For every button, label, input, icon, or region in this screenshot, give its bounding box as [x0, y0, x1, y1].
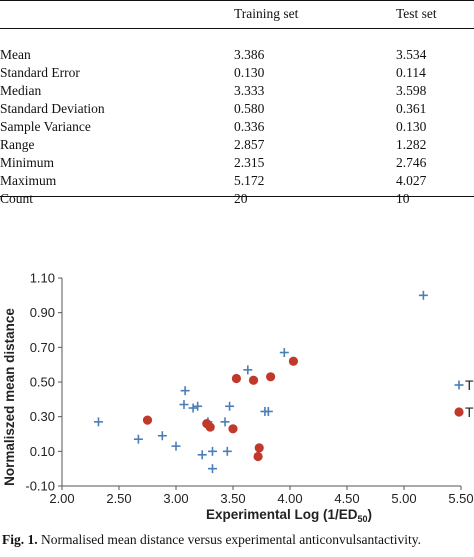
table-header-rule	[0, 28, 474, 29]
x-tick-label: 4.00	[277, 491, 302, 506]
training-point	[279, 348, 289, 358]
test-point	[228, 424, 238, 434]
test-point	[253, 451, 263, 462]
x-tick-label: 2.50	[106, 491, 131, 506]
test-point	[142, 415, 153, 425]
caption-text: Normalised mean distance versus experime…	[37, 532, 422, 547]
training-value: 20	[234, 191, 248, 206]
test-point	[254, 443, 264, 453]
table-header-row: Training set Test set	[0, 0, 474, 28]
table-bottom-rule	[0, 196, 474, 197]
header-test-set: Test set	[396, 6, 437, 21]
table-top-rule	[0, 0, 474, 1]
caption-label: Fig. 1.	[2, 532, 38, 547]
training-value: 5.172	[234, 173, 265, 188]
training-point	[225, 401, 235, 411]
training-point	[171, 441, 181, 451]
test-value: 1.282	[396, 137, 427, 152]
training-point	[157, 431, 167, 441]
table-row: Range 2.857 1.282	[0, 136, 474, 154]
training-point	[188, 403, 198, 413]
training-point	[207, 464, 217, 474]
x-axis-label: Experimental Log (1/ED50)	[206, 507, 372, 524]
training-value: 0.580	[234, 101, 265, 116]
y-tick-label: 0.90	[30, 305, 55, 320]
y-tick-label: 0.30	[30, 409, 55, 424]
test-value: 10	[396, 191, 410, 206]
training-value: 2.857	[234, 137, 265, 152]
x-tick-label: 3.00	[163, 491, 188, 506]
x-tick-label: 5.00	[391, 491, 416, 506]
x-tick-label: 4.50	[334, 491, 359, 506]
training-value: 3.386	[234, 47, 265, 62]
y-tick-label: 1.10	[30, 271, 55, 286]
header-training-set: Training set	[234, 6, 299, 21]
row-label: Range	[0, 137, 35, 152]
legend-marker-test	[454, 407, 464, 417]
row-label: Median	[0, 83, 42, 98]
training-point	[179, 400, 189, 410]
y-tick-label: 0.70	[30, 340, 55, 355]
table-row: Standard Error 0.130 0.114	[0, 64, 474, 82]
training-point	[418, 290, 428, 300]
training-point	[197, 450, 207, 460]
test-point	[266, 372, 276, 382]
row-label: Standard Error	[0, 65, 80, 80]
row-label: Maximum	[0, 173, 57, 188]
training-point	[93, 417, 103, 427]
training-point	[180, 386, 190, 396]
training-point	[193, 401, 203, 411]
x-tick-label: 3.50	[220, 491, 245, 506]
test-point	[205, 422, 215, 432]
legend-label: T	[465, 377, 474, 393]
test-value: 2.746	[396, 155, 427, 170]
test-value: 0.361	[396, 101, 427, 116]
row-label: Sample Variance	[0, 119, 91, 134]
training-value: 3.333	[234, 83, 265, 98]
statistics-table: Training set Test set Mean 3.386 3.534 Stan…	[0, 0, 474, 208]
y-tick-label: -0.10	[25, 479, 55, 494]
table-row: Median 3.333 3.598	[0, 82, 474, 100]
test-point	[231, 373, 242, 384]
row-label: Count	[0, 191, 34, 206]
y-tick-label: 0.10	[30, 444, 55, 459]
scatter-chart: 2.00 2.50 3.00 3.50 4.00 4.50 5.00 5.50 1.10 0.9…	[2, 271, 474, 525]
test-point	[248, 375, 259, 385]
figure-caption: Fig. 1. Normalised mean distance versus …	[2, 532, 421, 548]
table-row: Standard Deviation 0.580 0.361	[0, 100, 474, 118]
y-axis-label: Normaliszed mean distance	[2, 308, 17, 486]
training-point	[243, 365, 253, 375]
test-value: 3.598	[396, 83, 427, 98]
training-value: 0.130	[234, 65, 265, 80]
test-value: 0.130	[396, 119, 427, 134]
table-row: Count 20 10	[0, 190, 474, 208]
x-tick-label: 2.00	[49, 491, 74, 506]
row-label: Standard Deviation	[0, 101, 105, 116]
table-row: Mean 3.386 3.534	[0, 46, 474, 64]
table-row: Sample Variance 0.336 0.130	[0, 118, 474, 136]
test-value: 0.114	[396, 65, 426, 80]
training-value: 2.315	[234, 155, 265, 170]
row-label: Minimum	[0, 155, 55, 170]
training-point	[263, 406, 273, 416]
training-value: 0.336	[234, 119, 265, 134]
legend-marker-training	[454, 380, 464, 390]
training-point	[222, 446, 232, 456]
training-point	[133, 434, 143, 444]
header-cell-empty	[0, 0, 234, 28]
test-point	[288, 356, 299, 366]
training-point	[220, 417, 230, 427]
legend-label: T	[465, 404, 474, 420]
table-body: Mean 3.386 3.534 Standard Error 0.130 0.114 Me…	[0, 28, 474, 208]
x-tick-label: 5.50	[448, 491, 473, 506]
table-row: Maximum 5.172 4.027	[0, 172, 474, 190]
test-value: 4.027	[396, 173, 427, 188]
test-value: 3.534	[396, 47, 427, 62]
training-point	[207, 446, 217, 456]
y-tick-label: 0.50	[30, 375, 55, 390]
row-label: Mean	[0, 47, 31, 62]
table-row: Minimum 2.315 2.746	[0, 154, 474, 172]
